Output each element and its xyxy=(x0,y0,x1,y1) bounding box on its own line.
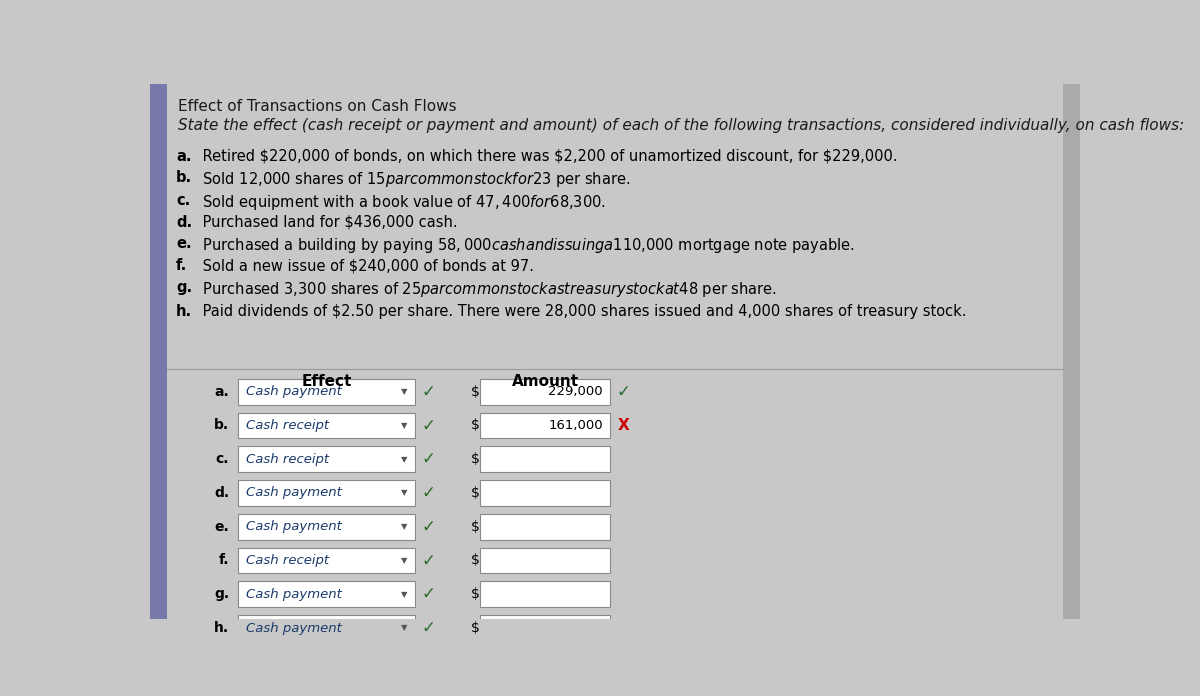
Text: ✓: ✓ xyxy=(421,484,436,502)
FancyBboxPatch shape xyxy=(480,446,611,472)
Text: Effect of Transactions on Cash Flows: Effect of Transactions on Cash Flows xyxy=(178,99,456,113)
Text: Sold 12,000 shares of $15 par common stock for $23 per share.: Sold 12,000 shares of $15 par common sto… xyxy=(198,171,631,189)
Text: Cash payment: Cash payment xyxy=(246,622,342,635)
Text: ✓: ✓ xyxy=(421,585,436,603)
Text: $: $ xyxy=(470,621,480,635)
Text: ✓: ✓ xyxy=(421,450,436,468)
Text: ✓: ✓ xyxy=(421,383,436,401)
Text: d.: d. xyxy=(176,215,192,230)
Text: ✓: ✓ xyxy=(421,551,436,569)
Text: $: $ xyxy=(470,418,480,432)
Text: ▼: ▼ xyxy=(401,387,407,396)
Text: c.: c. xyxy=(216,452,229,466)
FancyBboxPatch shape xyxy=(1063,84,1080,619)
FancyBboxPatch shape xyxy=(480,514,611,539)
Text: State the effect (cash receipt or payment and amount) of each of the following t: State the effect (cash receipt or paymen… xyxy=(178,118,1184,134)
FancyBboxPatch shape xyxy=(480,480,611,506)
Text: ✓: ✓ xyxy=(421,619,436,637)
FancyBboxPatch shape xyxy=(239,514,415,539)
Text: e.: e. xyxy=(215,520,229,534)
Text: ▼: ▼ xyxy=(401,624,407,633)
FancyBboxPatch shape xyxy=(480,548,611,574)
Text: 161,000: 161,000 xyxy=(548,419,602,432)
Text: Cash receipt: Cash receipt xyxy=(246,554,329,567)
Text: c.: c. xyxy=(176,193,191,208)
FancyBboxPatch shape xyxy=(480,413,611,438)
FancyBboxPatch shape xyxy=(239,581,415,607)
Text: g.: g. xyxy=(176,280,192,295)
Text: ▼: ▼ xyxy=(401,522,407,531)
Text: a.: a. xyxy=(176,149,192,164)
Text: d.: d. xyxy=(214,486,229,500)
Text: $: $ xyxy=(470,385,480,399)
Text: ✓: ✓ xyxy=(617,383,630,401)
FancyBboxPatch shape xyxy=(480,615,611,641)
Text: Purchased land for $436,000 cash.: Purchased land for $436,000 cash. xyxy=(198,215,458,230)
Text: Retired $220,000 of bonds, on which there was $2,200 of unamortized discount, fo: Retired $220,000 of bonds, on which ther… xyxy=(198,149,898,164)
Text: ✓: ✓ xyxy=(421,416,436,434)
Text: Cash payment: Cash payment xyxy=(246,520,342,533)
Text: $: $ xyxy=(470,587,480,601)
FancyBboxPatch shape xyxy=(239,548,415,574)
Text: $: $ xyxy=(470,553,480,567)
Text: ▼: ▼ xyxy=(401,454,407,464)
Text: h.: h. xyxy=(176,304,192,319)
Text: Cash payment: Cash payment xyxy=(246,587,342,601)
Text: Sold a new issue of $240,000 of bonds at 97.: Sold a new issue of $240,000 of bonds at… xyxy=(198,258,534,274)
Text: g.: g. xyxy=(214,587,229,601)
Text: h.: h. xyxy=(214,621,229,635)
Text: ✓: ✓ xyxy=(421,518,436,536)
Text: Paid dividends of $2.50 per share. There were 28,000 shares issued and 4,000 sha: Paid dividends of $2.50 per share. There… xyxy=(198,304,967,319)
Text: Cash receipt: Cash receipt xyxy=(246,452,329,466)
FancyBboxPatch shape xyxy=(239,446,415,472)
Text: Cash payment: Cash payment xyxy=(246,385,342,398)
FancyBboxPatch shape xyxy=(239,480,415,506)
Text: b.: b. xyxy=(176,171,192,185)
Text: b.: b. xyxy=(214,418,229,432)
Text: Sold equipment with a book value of $47,400 for $68,300.: Sold equipment with a book value of $47,… xyxy=(198,193,606,212)
Text: Cash payment: Cash payment xyxy=(246,487,342,500)
FancyBboxPatch shape xyxy=(480,379,611,404)
Text: Purchased a building by paying $58,000 cash and issuing a $110,000 mortgage note: Purchased a building by paying $58,000 c… xyxy=(198,236,856,255)
Text: 229,000: 229,000 xyxy=(548,385,602,398)
Text: ▼: ▼ xyxy=(401,421,407,430)
Text: ▼: ▼ xyxy=(401,590,407,599)
Text: $: $ xyxy=(470,520,480,534)
FancyBboxPatch shape xyxy=(239,615,415,641)
Text: X: X xyxy=(618,418,629,433)
Text: Effect: Effect xyxy=(301,374,352,389)
Text: Cash receipt: Cash receipt xyxy=(246,419,329,432)
Text: a.: a. xyxy=(215,385,229,399)
Text: ▼: ▼ xyxy=(401,489,407,498)
Text: $: $ xyxy=(470,452,480,466)
FancyBboxPatch shape xyxy=(150,84,167,619)
Text: $: $ xyxy=(470,486,480,500)
Text: f.: f. xyxy=(218,553,229,567)
Text: f.: f. xyxy=(176,258,187,274)
FancyBboxPatch shape xyxy=(239,413,415,438)
Text: Amount: Amount xyxy=(511,374,578,389)
FancyBboxPatch shape xyxy=(239,379,415,404)
Text: Purchased 3,300 shares of $25 par common stock as treasury stock at $48 per shar: Purchased 3,300 shares of $25 par common… xyxy=(198,280,778,299)
Text: e.: e. xyxy=(176,236,192,251)
Text: ▼: ▼ xyxy=(401,556,407,565)
FancyBboxPatch shape xyxy=(480,581,611,607)
